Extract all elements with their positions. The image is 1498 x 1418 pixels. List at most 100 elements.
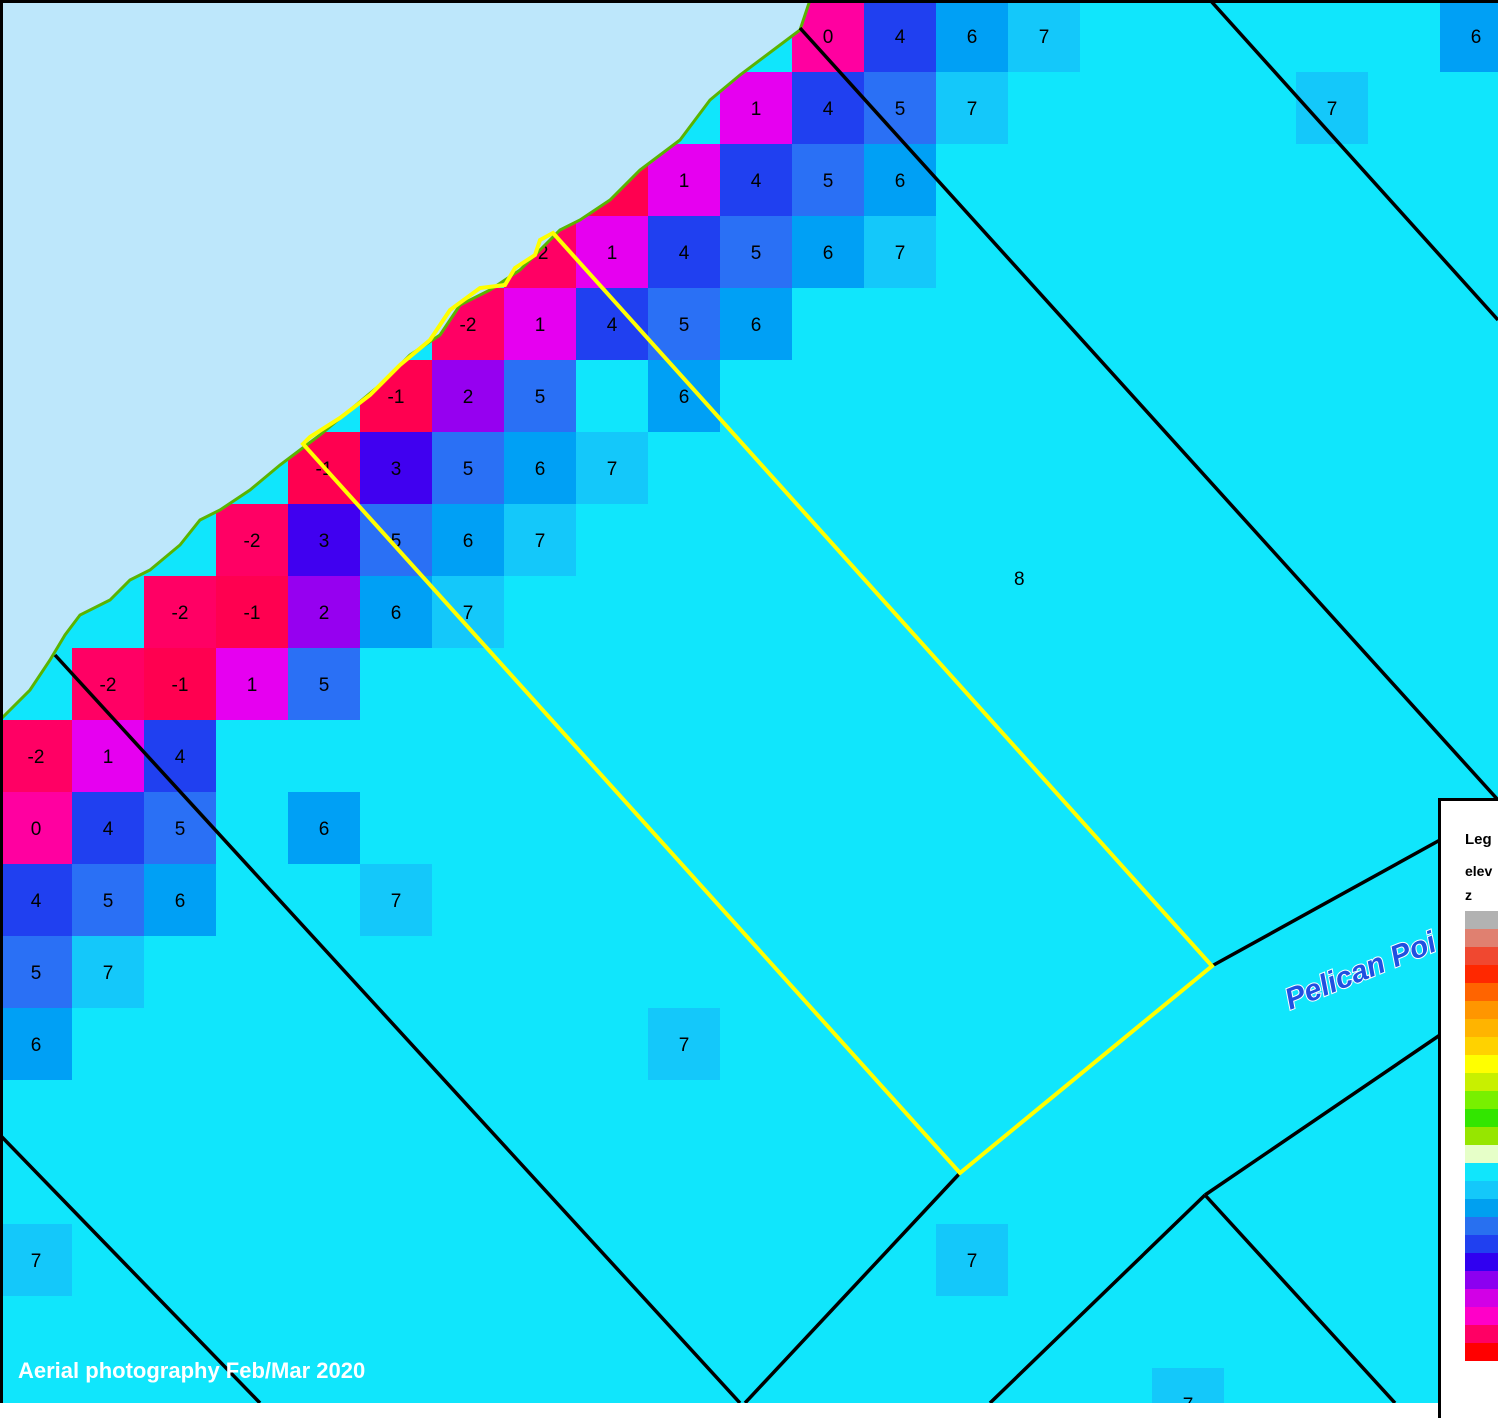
elevation-cell	[576, 432, 648, 504]
elevation-cell-value: 7	[103, 963, 114, 984]
legend-swatch	[1465, 1109, 1498, 1127]
elevation-cell	[864, 0, 936, 72]
elevation-cell-value: 4	[31, 891, 42, 912]
elevation-cell-value: -2	[460, 315, 477, 336]
elevation-cell-value: -1	[244, 603, 261, 624]
elevation-cell-value: 6	[823, 243, 834, 264]
elevation-cell-value: 1	[607, 243, 618, 264]
elevation-cell	[504, 360, 576, 432]
legend-swatch	[1465, 1199, 1498, 1217]
legend-swatch	[1465, 1253, 1498, 1271]
elevation-cell-value: 7	[463, 603, 474, 624]
elevation-cell-value: -2	[28, 747, 45, 768]
elevation-cell	[72, 648, 144, 720]
elevation-cell	[360, 432, 432, 504]
elevation-cell-value: 5	[319, 675, 330, 696]
legend-color-ramp	[1465, 911, 1498, 1361]
elevation-cell	[288, 504, 360, 576]
elevation-cell	[648, 1008, 720, 1080]
elevation-cell	[144, 720, 216, 792]
elevation-cell	[720, 144, 792, 216]
elevation-cell	[432, 432, 504, 504]
legend-swatch	[1465, 1307, 1498, 1325]
elevation-cell	[0, 792, 72, 864]
elevation-cell-value: 1	[247, 675, 258, 696]
legend-swatch	[1465, 1181, 1498, 1199]
elevation-cell-value: 7	[31, 1251, 42, 1272]
legend-swatch	[1465, 1163, 1498, 1181]
elevation-cell-value: 0	[823, 27, 834, 48]
elevation-cell	[936, 1224, 1008, 1296]
legend-swatch	[1465, 1235, 1498, 1253]
elevation-cell	[1440, 0, 1498, 72]
legend-swatch	[1465, 1019, 1498, 1037]
legend-swatch	[1465, 1037, 1498, 1055]
elevation-cell-value: 7	[967, 99, 978, 120]
elevation-cell	[216, 576, 288, 648]
elevation-cell-value: 4	[823, 99, 834, 120]
elevation-cell	[432, 576, 504, 648]
elevation-cell-value: 6	[463, 531, 474, 552]
elevation-cell	[216, 648, 288, 720]
elevation-cell-value: 2	[319, 603, 330, 624]
elevation-cell	[144, 792, 216, 864]
elevation-cell	[0, 1008, 72, 1080]
legend-swatch	[1465, 1343, 1498, 1361]
elevation-cell	[144, 576, 216, 648]
elevation-cell	[720, 72, 792, 144]
legend-swatch	[1465, 1217, 1498, 1235]
elevation-cell-value: 6	[1471, 27, 1482, 48]
elevation-cell-value: 7	[1327, 99, 1338, 120]
elevation-cell-value: 3	[391, 459, 402, 480]
elevation-cell-value: 4	[103, 819, 114, 840]
elevation-cell-value: 6	[895, 171, 906, 192]
legend-swatch	[1465, 1289, 1498, 1307]
legend-swatch	[1465, 1271, 1498, 1289]
elevation-cell	[360, 864, 432, 936]
legend-swatch	[1465, 1055, 1498, 1073]
elevation-cell	[288, 792, 360, 864]
elevation-cell	[648, 360, 720, 432]
elevation-cell-value: 4	[895, 27, 906, 48]
elevation-cell	[648, 216, 720, 288]
elevation-cell-value: 2	[463, 387, 474, 408]
elevation-cell	[72, 864, 144, 936]
elevation-cell-value: 7	[967, 1251, 978, 1272]
elevation-cell-value: 5	[535, 387, 546, 408]
legend-swatch	[1465, 1127, 1498, 1145]
elevation-cell	[216, 504, 288, 576]
elevation-cell-value: 5	[103, 891, 114, 912]
elevation-cell-value: 0	[31, 819, 42, 840]
elevation-cell-value: -2	[172, 603, 189, 624]
elevation-cell-value: 7	[607, 459, 618, 480]
attribution-text: Aerial photography Feb/Mar 2020	[18, 1358, 365, 1383]
elevation-cell	[432, 504, 504, 576]
elevation-cell-value: 6	[679, 387, 690, 408]
legend-swatch	[1465, 1073, 1498, 1091]
elevation-cell	[144, 648, 216, 720]
elevation-cell-value: 5	[463, 459, 474, 480]
elevation-cell-value: 5	[31, 963, 42, 984]
elevation-cell-value: 7	[1039, 27, 1050, 48]
elevation-cell	[504, 288, 576, 360]
elevation-cell	[504, 432, 576, 504]
elevation-cell-value: 7	[1183, 1395, 1194, 1403]
elevation-cell	[1152, 1368, 1224, 1403]
elevation-cell-value: 1	[103, 747, 114, 768]
highlighted-parcel[interactable]	[300, 230, 1215, 1176]
legend-swatch	[1465, 1325, 1498, 1343]
legend-swatch	[1465, 1145, 1498, 1163]
elevation-cell-value: 4	[607, 315, 618, 336]
elevation-cell	[144, 864, 216, 936]
elevation-cell-value: 5	[679, 315, 690, 336]
elevation-cell	[792, 216, 864, 288]
elevation-cell-value: 6	[175, 891, 186, 912]
legend-swatch	[1465, 947, 1498, 965]
elevation-cell	[720, 216, 792, 288]
elevation-cell	[288, 648, 360, 720]
elevation-cell-value: 7	[895, 243, 906, 264]
legend-swatch	[1465, 1001, 1498, 1019]
